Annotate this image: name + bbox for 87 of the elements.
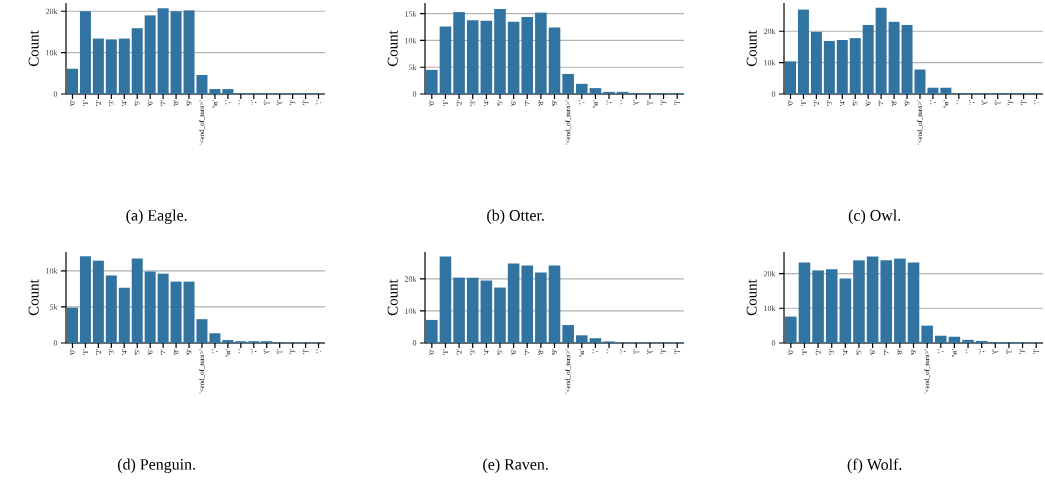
bar [426,319,438,343]
bar [118,287,130,343]
bar [839,278,852,343]
bar [853,260,865,343]
bar [144,271,156,343]
bar [784,61,796,94]
bar [862,24,874,94]
bar [66,307,78,343]
y-axis-title: Count [746,30,757,67]
bar [118,38,130,94]
bar [157,273,169,343]
bar [940,87,952,94]
bar [439,256,452,343]
bar [589,338,602,343]
bar [480,20,493,94]
bar [962,339,974,343]
bar [521,16,534,94]
bar [927,87,939,94]
bar [222,89,234,94]
text: (f) Wolf. [847,458,902,474]
bar [494,8,506,94]
bar [157,8,169,94]
bar [105,39,117,94]
bar [797,9,809,94]
text: (a) Eagle. [126,209,187,225]
bar [480,280,493,343]
bar [548,27,561,94]
bar [907,262,920,343]
bar [575,83,588,94]
bar [131,28,143,94]
bar [209,333,221,343]
y-axis-title: Count [28,279,39,316]
bar [426,69,438,94]
bar [548,265,561,343]
bar [453,277,465,343]
bar [934,335,947,343]
bar [535,12,547,94]
bar [466,277,479,343]
text: (b) Otter. [487,209,544,224]
bar [144,15,156,94]
bar [535,272,547,343]
bar [507,263,520,343]
bar [105,275,117,343]
bar [921,325,933,343]
bar [92,260,104,343]
bar [79,11,91,94]
bar [439,26,452,94]
bar [798,262,811,343]
bar [170,281,182,343]
y-axis-title: Count [28,30,39,67]
bar [222,340,234,343]
bar [785,316,797,343]
bar [507,21,520,94]
y-axis-title: Count [387,30,398,67]
text: (e) Raven. [483,458,548,473]
bar [66,68,78,94]
bar [875,7,887,94]
bar [823,40,835,94]
bar [849,38,861,94]
bar [209,89,221,94]
bar [975,340,988,343]
bar [888,21,900,94]
bar [603,91,615,94]
bar [894,258,906,343]
bar [575,335,588,343]
bar [92,38,104,94]
bar [466,20,479,94]
y-axis-title: Count [746,279,757,316]
y-axis-title: Count [387,279,398,316]
bar [836,40,848,94]
bar [79,256,91,343]
bar [812,270,824,343]
bar [825,269,838,343]
bar [948,336,961,343]
bar [131,258,143,343]
bar [589,88,602,94]
bar [453,12,465,94]
text: (d) Penguin. [117,458,196,474]
text: (c) Owl. [848,209,901,224]
bar [880,260,893,343]
bar [562,325,574,343]
bar [521,265,534,343]
bar [866,256,879,343]
bar [170,11,182,94]
bar [562,73,574,94]
bar [810,31,822,94]
bar [494,287,506,343]
